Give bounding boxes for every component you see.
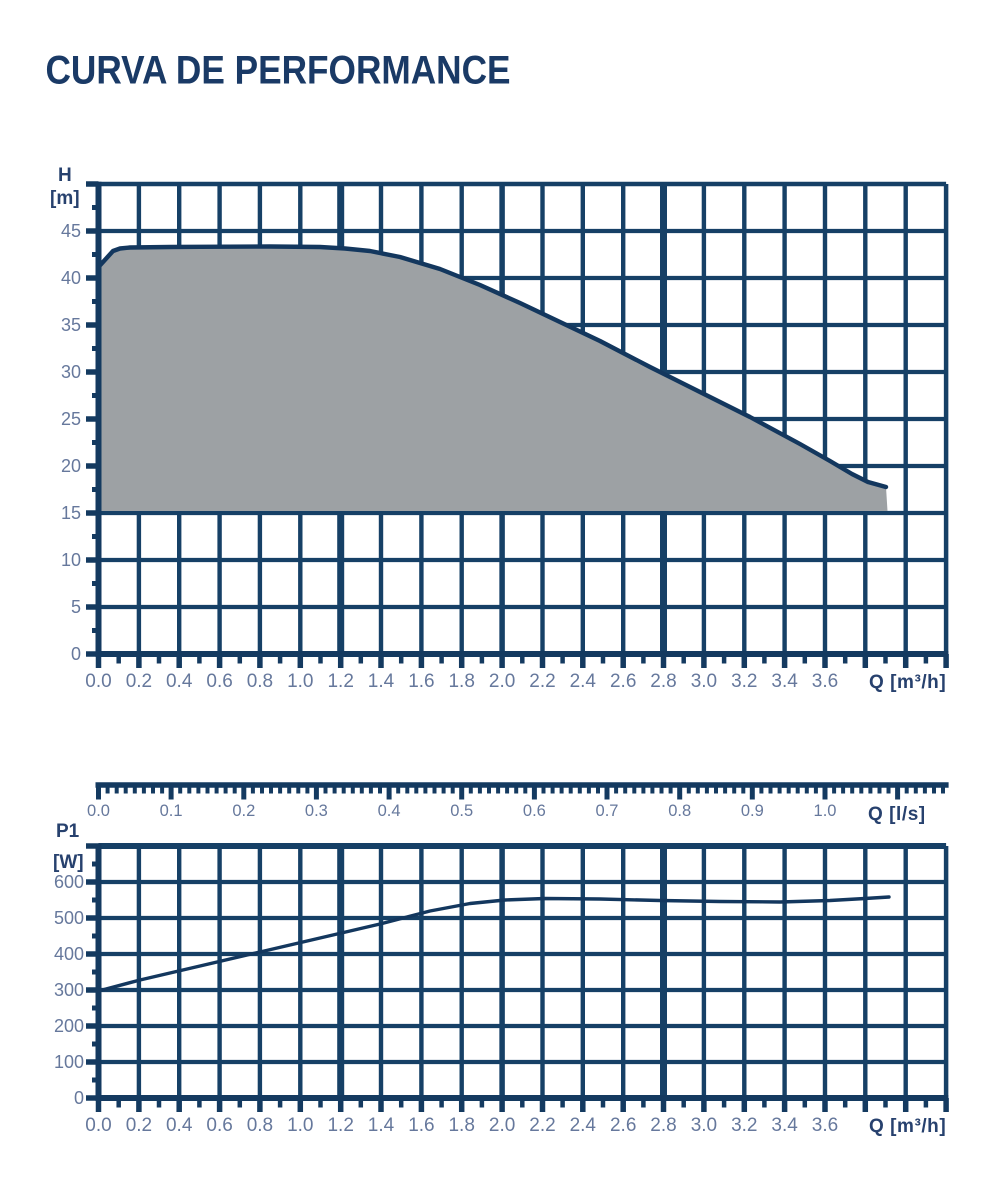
svg-text:1.6: 1.6 (408, 1115, 434, 1136)
svg-text:1.2: 1.2 (327, 1115, 353, 1136)
svg-text:CURVA DE PERFORMANCE: CURVA DE PERFORMANCE (46, 48, 511, 92)
svg-text:1.6: 1.6 (408, 671, 434, 692)
svg-text:400: 400 (54, 944, 84, 964)
svg-text:0.9: 0.9 (741, 802, 764, 820)
svg-text:3.6: 3.6 (812, 671, 838, 692)
svg-text:10: 10 (61, 550, 81, 570)
svg-text:Q [m³/h]: Q [m³/h] (869, 1116, 946, 1137)
svg-text:100: 100 (54, 1052, 84, 1072)
svg-text:2.4: 2.4 (570, 1115, 597, 1136)
svg-text:600: 600 (54, 872, 84, 892)
svg-text:2.0: 2.0 (489, 671, 515, 692)
svg-text:0.6: 0.6 (206, 671, 232, 692)
svg-text:0.0: 0.0 (85, 1115, 111, 1136)
svg-text:3.4: 3.4 (771, 1115, 798, 1136)
svg-text:1.0: 1.0 (287, 671, 313, 692)
svg-text:2.8: 2.8 (650, 671, 676, 692)
svg-text:0: 0 (74, 1088, 84, 1108)
svg-text:0.0: 0.0 (85, 671, 111, 692)
svg-text:200: 200 (54, 1016, 84, 1036)
svg-text:Q [l/s]: Q [l/s] (868, 804, 926, 825)
svg-text:1.0: 1.0 (287, 1115, 313, 1136)
svg-text:0.2: 0.2 (232, 802, 255, 820)
svg-text:1.0: 1.0 (814, 802, 837, 820)
svg-text:[m]: [m] (50, 188, 80, 209)
svg-text:Q [m³/h]: Q [m³/h] (869, 672, 946, 693)
svg-text:3.2: 3.2 (731, 671, 757, 692)
svg-text:2.4: 2.4 (570, 671, 597, 692)
svg-text:2.8: 2.8 (650, 1115, 676, 1136)
svg-text:3.4: 3.4 (771, 671, 798, 692)
svg-text:2.0: 2.0 (489, 1115, 515, 1136)
svg-text:3.6: 3.6 (812, 1115, 838, 1136)
svg-text:H: H (58, 165, 72, 186)
svg-text:1.4: 1.4 (368, 671, 395, 692)
svg-text:0.4: 0.4 (166, 1115, 193, 1136)
svg-text:2.6: 2.6 (610, 1115, 636, 1136)
svg-text:1.8: 1.8 (448, 671, 474, 692)
svg-text:3.2: 3.2 (731, 1115, 757, 1136)
svg-text:P1: P1 (56, 821, 80, 842)
svg-text:0.6: 0.6 (523, 802, 546, 820)
svg-text:0.5: 0.5 (450, 802, 473, 820)
svg-text:500: 500 (54, 908, 84, 928)
svg-text:0.7: 0.7 (596, 802, 619, 820)
svg-text:0.2: 0.2 (126, 1115, 152, 1136)
svg-text:1.4: 1.4 (368, 1115, 395, 1136)
svg-text:1.2: 1.2 (327, 671, 353, 692)
svg-text:0: 0 (71, 644, 81, 664)
svg-text:2.2: 2.2 (529, 1115, 555, 1136)
svg-text:15: 15 (61, 503, 81, 523)
svg-text:20: 20 (61, 456, 81, 476)
svg-text:[W]: [W] (53, 852, 84, 873)
svg-text:300: 300 (54, 980, 84, 1000)
svg-text:0.4: 0.4 (378, 802, 401, 820)
svg-text:0.1: 0.1 (160, 802, 183, 820)
svg-text:0.8: 0.8 (668, 802, 691, 820)
svg-text:25: 25 (61, 409, 81, 429)
svg-text:3.0: 3.0 (691, 1115, 717, 1136)
svg-text:2.6: 2.6 (610, 671, 636, 692)
svg-text:0.3: 0.3 (305, 802, 328, 820)
svg-text:0.2: 0.2 (126, 671, 152, 692)
svg-text:0.4: 0.4 (166, 671, 193, 692)
svg-text:30: 30 (61, 362, 81, 382)
svg-text:45: 45 (61, 221, 81, 241)
svg-text:35: 35 (61, 315, 81, 335)
svg-text:1.8: 1.8 (448, 1115, 474, 1136)
svg-text:0.8: 0.8 (247, 671, 273, 692)
svg-text:0.6: 0.6 (206, 1115, 232, 1136)
svg-text:2.2: 2.2 (529, 671, 555, 692)
svg-text:3.0: 3.0 (691, 671, 717, 692)
svg-text:40: 40 (61, 268, 81, 288)
svg-text:0.8: 0.8 (247, 1115, 273, 1136)
svg-text:5: 5 (71, 597, 81, 617)
svg-text:0.0: 0.0 (87, 802, 110, 820)
